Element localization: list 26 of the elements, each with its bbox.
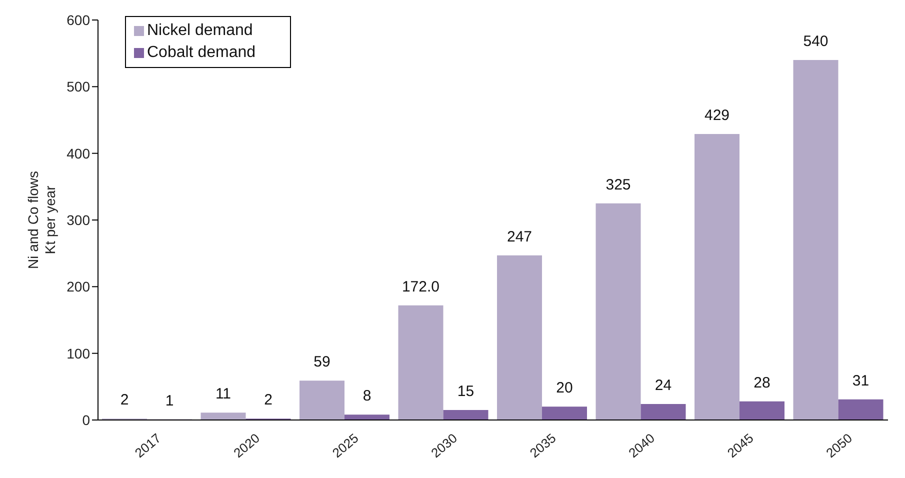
legend-label: Cobalt demand	[146, 43, 256, 63]
data-label: 15	[457, 383, 474, 400]
y-tick-label: 600	[66, 12, 90, 28]
y-tick-label: 400	[66, 145, 90, 162]
data-label: 20	[556, 380, 573, 397]
y-axis-title: Ni and Co flows Kt per year	[25, 170, 58, 270]
data-label: 31	[852, 372, 870, 390]
data-label: 247	[506, 228, 532, 246]
legend-label: Nickel demand	[146, 21, 254, 41]
data-label: 2	[264, 392, 272, 409]
y-tick-label: 0	[82, 412, 90, 428]
data-label: 8	[362, 388, 372, 405]
data-label: 11	[215, 386, 232, 403]
data-label: 429	[704, 107, 730, 124]
data-label: 28	[754, 374, 770, 392]
data-label: 540	[803, 33, 828, 50]
y-tick-label: 500	[66, 78, 90, 95]
data-label: 325	[606, 176, 631, 194]
data-label: 1	[165, 392, 174, 410]
y-tick-label: 300	[66, 212, 90, 228]
y-tick-label: 100	[66, 345, 90, 362]
data-label: 172.0	[402, 278, 440, 296]
data-label: 2	[120, 392, 129, 409]
data-label: 24	[654, 377, 672, 394]
y-tick-label: 200	[66, 278, 90, 295]
data-label: 59	[314, 354, 330, 371]
